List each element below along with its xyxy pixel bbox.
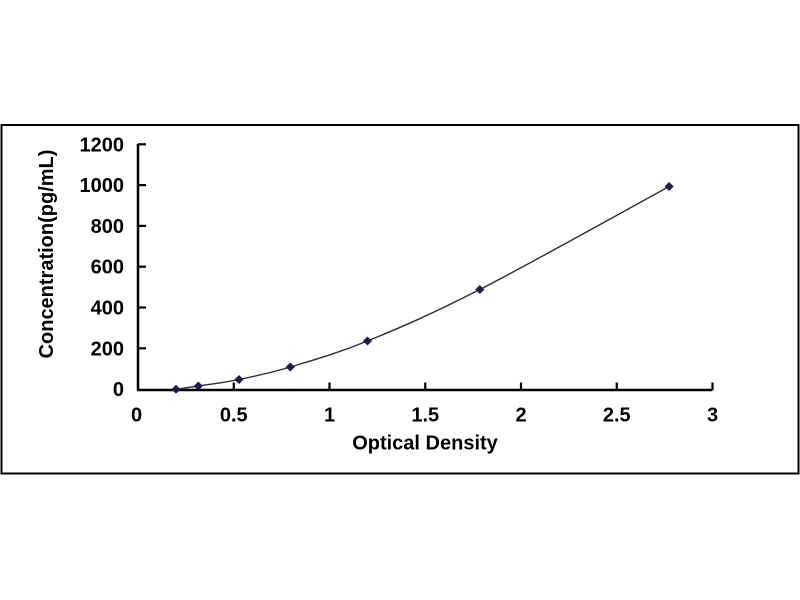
svg-text:1000: 1000 [80, 175, 125, 197]
svg-text:Concentration(pg/mL): Concentration(pg/mL) [36, 150, 58, 359]
svg-text:1.5: 1.5 [411, 405, 439, 427]
svg-text:2.5: 2.5 [603, 405, 631, 427]
svg-text:0: 0 [131, 405, 142, 427]
svg-text:1200: 1200 [80, 134, 125, 156]
svg-text:200: 200 [91, 338, 124, 360]
svg-text:0.5: 0.5 [220, 405, 248, 427]
svg-text:800: 800 [91, 216, 124, 238]
svg-text:Optical Density: Optical Density [352, 433, 498, 455]
svg-text:2: 2 [515, 405, 526, 427]
svg-text:1: 1 [324, 405, 335, 427]
svg-text:600: 600 [91, 257, 124, 279]
svg-text:3: 3 [707, 405, 718, 427]
svg-text:0: 0 [113, 379, 124, 401]
svg-text:400: 400 [91, 298, 124, 320]
